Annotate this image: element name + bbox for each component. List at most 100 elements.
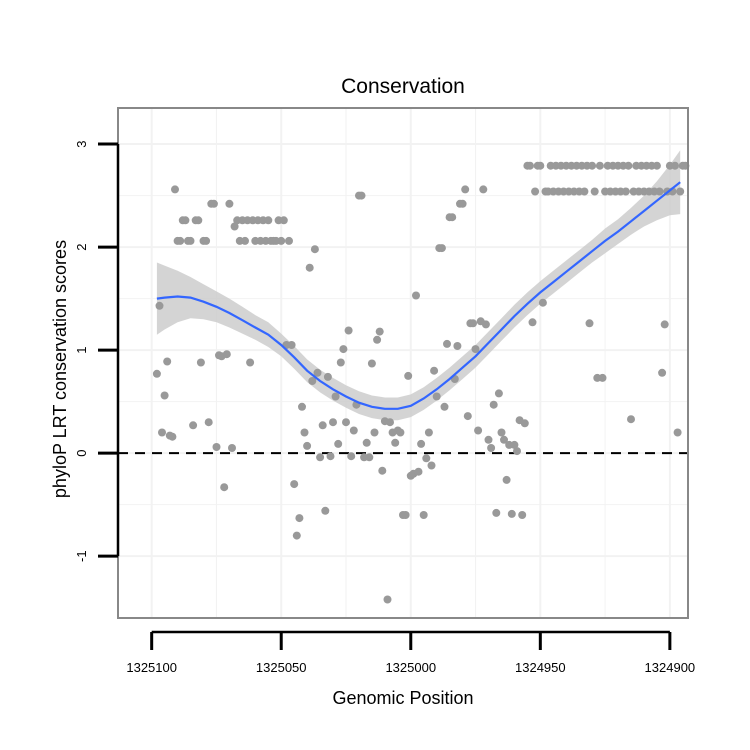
data-point — [230, 222, 239, 231]
x-tick-label: 1324950 — [515, 660, 566, 675]
data-point — [168, 432, 177, 441]
data-point — [264, 216, 273, 225]
data-point — [220, 483, 229, 492]
data-point — [176, 236, 185, 245]
data-point — [526, 161, 534, 170]
data-point — [440, 402, 449, 411]
data-point — [518, 511, 527, 519]
data-point — [471, 345, 480, 354]
y-tick-label: 3 — [74, 140, 89, 147]
data-point — [331, 392, 340, 401]
data-point — [181, 216, 190, 225]
data-point — [349, 426, 358, 435]
data-point — [155, 301, 164, 310]
data-point — [489, 400, 498, 409]
data-point — [287, 341, 296, 349]
data-point — [474, 426, 483, 435]
data-point — [209, 199, 218, 208]
data-point — [246, 358, 255, 367]
data-point — [458, 199, 467, 208]
data-point — [339, 345, 348, 354]
data-point — [492, 508, 501, 517]
y-tick-label: 0 — [74, 450, 89, 457]
data-point — [671, 161, 679, 170]
data-point — [336, 358, 345, 367]
data-point — [367, 359, 376, 368]
data-point — [204, 418, 213, 427]
data-point — [437, 244, 446, 253]
confidence-band — [156, 150, 681, 421]
data-point — [241, 236, 249, 245]
data-point — [531, 187, 540, 196]
data-point — [225, 199, 234, 208]
data-point — [513, 447, 521, 456]
data-point — [326, 452, 335, 461]
data-point — [624, 161, 633, 170]
data-point — [292, 531, 301, 540]
data-point — [427, 461, 436, 470]
data-point — [285, 236, 293, 245]
data-point — [189, 421, 198, 430]
data-point — [401, 511, 410, 519]
data-point — [160, 391, 169, 400]
data-point — [510, 440, 519, 449]
data-point — [432, 392, 441, 401]
data-point — [479, 185, 488, 194]
data-point — [310, 245, 319, 254]
data-point — [383, 595, 392, 604]
data-point — [419, 511, 428, 519]
data-point — [228, 444, 236, 452]
y-tick-label: -1 — [74, 550, 89, 562]
y-axis-title: phyloP LRT conservation scores — [50, 240, 70, 498]
data-point — [487, 444, 496, 452]
data-point — [344, 326, 353, 335]
data-point — [357, 191, 366, 200]
data-point — [598, 373, 607, 382]
x-tick-label: 1325050 — [256, 660, 307, 675]
data-point — [655, 187, 664, 196]
data-point — [676, 187, 685, 196]
data-point — [520, 419, 529, 428]
data-point — [194, 216, 203, 225]
data-point — [308, 377, 317, 385]
data-point — [469, 319, 477, 328]
data-point — [316, 453, 325, 462]
data-point — [347, 452, 356, 461]
data-point — [673, 428, 682, 437]
data-point — [318, 421, 327, 430]
data-point — [595, 161, 604, 170]
data-point — [386, 418, 394, 427]
x-axis: 1325100 1325050 1325000 1324950 1324900 — [126, 630, 696, 675]
data-point — [202, 236, 211, 245]
data-point — [375, 327, 384, 336]
data-point — [484, 435, 493, 444]
x-tick-label: 1325000 — [385, 660, 436, 675]
data-point — [362, 438, 371, 447]
data-point — [321, 506, 330, 515]
data-point — [528, 318, 537, 327]
data-point — [422, 454, 431, 463]
data-point — [391, 438, 400, 447]
data-point — [497, 428, 506, 437]
data-point — [453, 342, 462, 350]
data-point — [290, 480, 299, 489]
x-tick-label: 1324900 — [645, 660, 696, 675]
data-point — [538, 298, 547, 307]
chart-title: Conservation — [341, 75, 465, 98]
data-point — [448, 213, 457, 222]
data-point — [585, 319, 594, 328]
data-point — [370, 428, 379, 437]
data-point — [588, 161, 597, 170]
data-point — [500, 435, 508, 444]
data-point — [627, 415, 635, 424]
data-point — [295, 514, 304, 523]
data-point — [463, 412, 472, 421]
data-point — [300, 428, 309, 437]
data-point — [404, 371, 413, 380]
smooth-line-path — [156, 181, 681, 410]
x-axis-title: Genomic Position — [332, 688, 473, 708]
data-point — [652, 161, 661, 170]
confidence-band-area — [156, 150, 681, 421]
